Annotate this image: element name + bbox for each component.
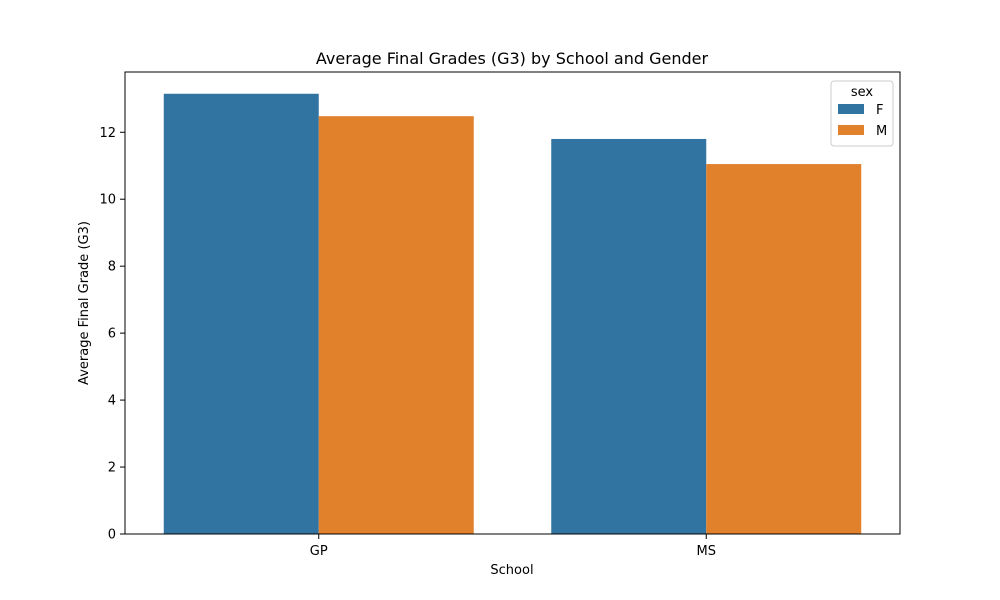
plot-frame <box>124 71 901 535</box>
legend-label-F: F <box>876 103 883 118</box>
y-tick-label: 10 <box>99 193 116 208</box>
y-tick-label: 8 <box>108 260 116 275</box>
legend-swatch-F <box>838 104 864 114</box>
y-tick-label: 4 <box>108 394 116 409</box>
y-tick-label: 6 <box>108 327 116 342</box>
x-axis-label: School <box>490 563 533 578</box>
plot-area: GP MS 0 2 4 6 8 10 12 <box>99 93 862 559</box>
legend-title: sex <box>851 85 874 100</box>
legend-label-M: M <box>876 124 887 139</box>
x-tick-label: MS <box>697 544 716 559</box>
legend-swatch-M <box>838 125 864 135</box>
legend: sex FM <box>830 80 894 147</box>
chart-title: Average Final Grades (G3) by School and … <box>316 49 709 68</box>
bar-MS-M <box>706 164 862 534</box>
y-axis-label: Average Final Grade (G3) <box>77 221 92 385</box>
bar-GP-M <box>318 116 474 534</box>
bar-GP-F <box>163 93 319 535</box>
y-tick-label: 2 <box>108 461 116 476</box>
bar-MS-F <box>551 138 707 534</box>
y-tick-label: 12 <box>99 126 116 141</box>
y-tick-label: 0 <box>108 528 116 543</box>
x-tick-label: GP <box>310 544 328 559</box>
